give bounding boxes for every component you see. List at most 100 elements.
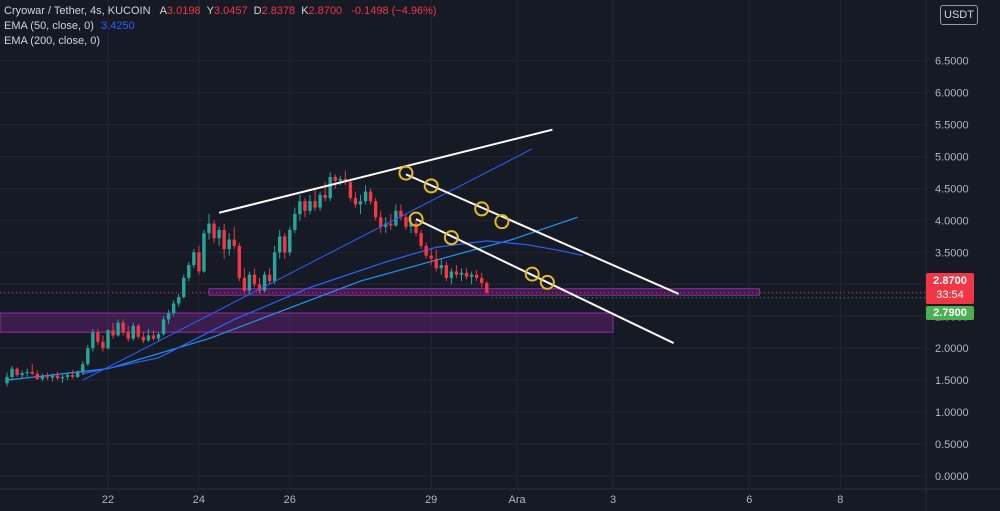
channel-top-trendline[interactable]: [405, 173, 680, 295]
candle-body[interactable]: [116, 322, 120, 336]
candle-body[interactable]: [121, 322, 125, 333]
touch-point-circle[interactable]: [494, 214, 510, 230]
candle-body[interactable]: [368, 191, 373, 202]
candle-body[interactable]: [146, 335, 151, 341]
candle-body[interactable]: [439, 265, 443, 269]
lower-zone[interactable]: [0, 312, 614, 333]
candle-body[interactable]: [262, 274, 267, 291]
touch-point-circle[interactable]: [443, 230, 459, 246]
candle-body[interactable]: [298, 201, 302, 215]
touch-point-circle[interactable]: [398, 165, 414, 181]
candle-body[interactable]: [192, 252, 196, 266]
candle-body[interactable]: [333, 176, 337, 181]
candle-body[interactable]: [454, 271, 459, 275]
candle-body[interactable]: [424, 245, 428, 256]
candle-body[interactable]: [389, 223, 393, 226]
candle-body[interactable]: [166, 313, 171, 320]
candle-body[interactable]: [404, 217, 408, 227]
candle-body[interactable]: [379, 217, 383, 227]
candle-body[interactable]: [434, 258, 438, 269]
legend-ema200-row[interactable]: EMA (200, close, 0): [4, 34, 443, 49]
candle-body[interactable]: [474, 274, 479, 278]
candle-body[interactable]: [485, 283, 489, 293]
candle-body[interactable]: [293, 214, 297, 230]
candle-body[interactable]: [161, 319, 166, 335]
candle-body[interactable]: [35, 373, 39, 379]
candle-body[interactable]: [40, 376, 45, 379]
candle-body[interactable]: [429, 255, 433, 259]
candle-body[interactable]: [106, 330, 110, 349]
candle-body[interactable]: [207, 223, 211, 234]
candle-body[interactable]: [96, 332, 100, 342]
candle-body[interactable]: [136, 325, 140, 337]
candle-body[interactable]: [5, 376, 9, 384]
candle-body[interactable]: [76, 372, 80, 377]
candle-body[interactable]: [171, 303, 176, 314]
candle-body[interactable]: [217, 229, 221, 239]
ema200-line[interactable]: [6, 216, 578, 381]
candle-body[interactable]: [278, 236, 282, 253]
channel-bottom-trendline[interactable]: [415, 218, 675, 344]
candle-body[interactable]: [177, 297, 181, 304]
candle-body[interactable]: [348, 182, 353, 199]
candle-body[interactable]: [257, 284, 262, 291]
candle-body[interactable]: [182, 277, 186, 298]
candle-body[interactable]: [55, 375, 60, 379]
candle-body[interactable]: [313, 201, 317, 208]
candle-body[interactable]: [91, 332, 95, 349]
candle-body[interactable]: [353, 198, 358, 205]
candle-body[interactable]: [288, 229, 292, 253]
candle-body[interactable]: [222, 229, 226, 250]
candle-body[interactable]: [65, 375, 70, 377]
candle-body[interactable]: [202, 233, 206, 272]
candle-body[interactable]: [252, 274, 257, 285]
touch-point-circle[interactable]: [539, 274, 555, 290]
candle-body[interactable]: [323, 194, 327, 199]
touch-point-circle[interactable]: [423, 178, 439, 194]
candle-body[interactable]: [50, 375, 55, 378]
candle-body[interactable]: [409, 223, 413, 227]
candle-body[interactable]: [464, 272, 469, 277]
candle-body[interactable]: [131, 325, 135, 339]
candle-body[interactable]: [25, 371, 29, 374]
candle-body[interactable]: [373, 201, 378, 218]
candle-body[interactable]: [45, 376, 50, 378]
candle-body[interactable]: [363, 191, 368, 202]
candle-body[interactable]: [15, 368, 19, 376]
candle-body[interactable]: [197, 252, 201, 272]
rising-channel-trendline[interactable]: [82, 148, 533, 381]
candle-body[interactable]: [384, 223, 388, 227]
candle-body[interactable]: [469, 274, 474, 277]
candle-body[interactable]: [338, 178, 342, 181]
candle-body[interactable]: [414, 223, 418, 234]
candle-body[interactable]: [126, 332, 130, 339]
candle-body[interactable]: [358, 201, 363, 205]
candle-body[interactable]: [212, 223, 216, 239]
candle-body[interactable]: [318, 194, 322, 208]
candle-body[interactable]: [86, 348, 90, 365]
candle-body[interactable]: [232, 239, 236, 246]
candle-body[interactable]: [444, 265, 449, 278]
candle-body[interactable]: [237, 245, 241, 278]
touch-point-circle[interactable]: [524, 266, 540, 282]
candle-body[interactable]: [303, 201, 307, 211]
candle-body[interactable]: [30, 371, 34, 374]
candle-body[interactable]: [187, 265, 191, 278]
candle-body[interactable]: [141, 336, 146, 341]
legend-ema50-row[interactable]: EMA (50, close, 0) 3.4250: [4, 19, 443, 34]
candle-body[interactable]: [242, 277, 247, 291]
candle-body[interactable]: [419, 233, 423, 246]
candle-body[interactable]: [20, 373, 24, 376]
candle-body[interactable]: [308, 201, 312, 211]
candle-body[interactable]: [480, 277, 484, 284]
upper-wedge-trendline[interactable]: [218, 128, 553, 214]
candle-body[interactable]: [101, 341, 105, 349]
candle-body[interactable]: [70, 375, 75, 377]
candle-body[interactable]: [81, 364, 85, 373]
candle-body[interactable]: [283, 236, 287, 253]
candle-body[interactable]: [328, 176, 332, 199]
candle-body[interactable]: [449, 271, 454, 278]
candle-body[interactable]: [272, 252, 277, 282]
